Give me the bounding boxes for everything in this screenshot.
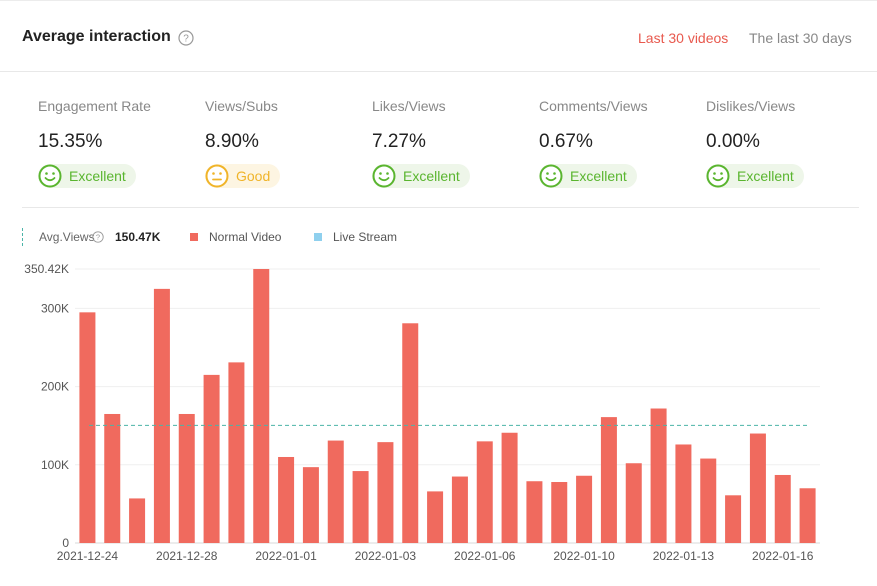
x-tick-label: 2021-12-24 xyxy=(57,549,119,563)
x-tick-label: 2022-01-16 xyxy=(752,549,814,563)
metric-dislikes-views: Dislikes/Views 0.00% Excellent xyxy=(706,98,866,193)
section-divider xyxy=(22,207,859,208)
rating-label: Excellent xyxy=(570,168,627,184)
metric-likes-views: Likes/Views 7.27% Excellent xyxy=(372,98,532,193)
metric-value: 0.67% xyxy=(539,131,593,152)
normal-video-legend[interactable]: Normal Video xyxy=(209,230,282,244)
bar xyxy=(79,312,96,543)
metric-engagement-rate: Engagement Rate 15.35% Excellent xyxy=(38,98,198,193)
bar xyxy=(451,476,468,543)
avg-views-value: 150.47K xyxy=(115,230,161,244)
metric-label: Likes/Views xyxy=(372,98,446,114)
metric-comments-views: Comments/Views 0.67% Excellent xyxy=(539,98,699,193)
rating-badge: Good xyxy=(205,164,281,188)
tab-last-30-videos[interactable]: Last 30 videos xyxy=(638,30,729,46)
bar xyxy=(203,374,220,543)
bar xyxy=(576,475,593,543)
bar xyxy=(700,458,717,543)
bar xyxy=(650,408,667,543)
x-tick-label: 2022-01-03 xyxy=(355,549,417,563)
bar xyxy=(427,491,444,543)
metric-label: Comments/Views xyxy=(539,98,648,114)
bar xyxy=(302,467,319,543)
bar xyxy=(253,269,270,543)
neutral-face-icon xyxy=(205,164,229,188)
metric-value: 15.35% xyxy=(38,131,103,152)
metric-label: Dislikes/Views xyxy=(706,98,796,114)
metric-views-subs: Views/Subs 8.90% Good xyxy=(205,98,365,193)
y-tick-label: 100K xyxy=(41,458,69,472)
rating-label: Good xyxy=(236,168,271,184)
question-circle-icon[interactable]: ? xyxy=(178,30,194,46)
bar xyxy=(774,474,791,543)
question-circle-icon[interactable]: ? xyxy=(92,231,104,243)
rating-badge: Excellent xyxy=(706,164,804,188)
y-tick-label: 350.42K xyxy=(24,262,69,276)
bar xyxy=(799,488,816,543)
smile-icon xyxy=(706,164,730,188)
svg-text:?: ? xyxy=(96,233,100,242)
bar xyxy=(675,444,692,543)
tab-last-30-days[interactable]: The last 30 days xyxy=(749,30,852,46)
y-tick-label: 200K xyxy=(41,380,69,394)
bar xyxy=(129,498,146,543)
bar xyxy=(749,433,766,543)
x-tick-label: 2022-01-10 xyxy=(553,549,615,563)
rating-badge: Excellent xyxy=(539,164,637,188)
top-rule xyxy=(0,0,877,1)
bar xyxy=(476,441,493,543)
card-header: Average interaction ? Last 30 videos The… xyxy=(0,0,877,72)
bar xyxy=(402,323,419,543)
x-tick-label: 2021-12-28 xyxy=(156,549,218,563)
rating-badge: Excellent xyxy=(38,164,136,188)
live-stream-legend[interactable]: Live Stream xyxy=(333,230,398,244)
rating-badge: Excellent xyxy=(372,164,470,188)
metric-value: 7.27% xyxy=(372,131,426,152)
bar xyxy=(178,413,195,543)
bar xyxy=(104,413,121,543)
bar xyxy=(501,432,518,543)
metric-label: Views/Subs xyxy=(205,98,278,114)
views-bar-chart: 0 100K 200K 300K 350.42K 2021-12-24 2021-12-28… xyxy=(24,262,820,563)
x-tick-label: 2022-01-01 xyxy=(255,549,317,563)
bar xyxy=(377,442,394,543)
avg-views-label: Avg.Views xyxy=(39,230,95,244)
y-tick-label: 300K xyxy=(41,301,69,315)
smile-icon xyxy=(38,164,62,188)
smile-icon xyxy=(372,164,396,188)
y-tick-label: 0 xyxy=(62,536,69,550)
metric-label: Engagement Rate xyxy=(38,98,151,114)
bar xyxy=(278,456,295,543)
x-tick-label: 2022-01-13 xyxy=(653,549,715,563)
bar xyxy=(526,481,543,543)
card-title: Average interaction xyxy=(22,28,171,45)
normal-video-swatch xyxy=(190,233,198,241)
metric-value: 8.90% xyxy=(205,131,259,152)
live-stream-swatch xyxy=(314,233,322,241)
rating-label: Excellent xyxy=(69,168,126,184)
metric-value: 0.00% xyxy=(706,131,760,152)
bar xyxy=(600,417,617,543)
smile-icon xyxy=(539,164,563,188)
bar xyxy=(327,440,344,543)
avg-line-swatch xyxy=(22,228,23,246)
bar xyxy=(153,288,170,543)
bar xyxy=(228,362,245,543)
x-tick-label: 2022-01-06 xyxy=(454,549,516,563)
bar xyxy=(352,471,369,543)
svg-text:?: ? xyxy=(183,34,189,45)
bar xyxy=(625,463,642,543)
rating-label: Excellent xyxy=(737,168,794,184)
bar xyxy=(725,495,742,543)
rating-label: Excellent xyxy=(403,168,460,184)
bar xyxy=(551,482,568,543)
